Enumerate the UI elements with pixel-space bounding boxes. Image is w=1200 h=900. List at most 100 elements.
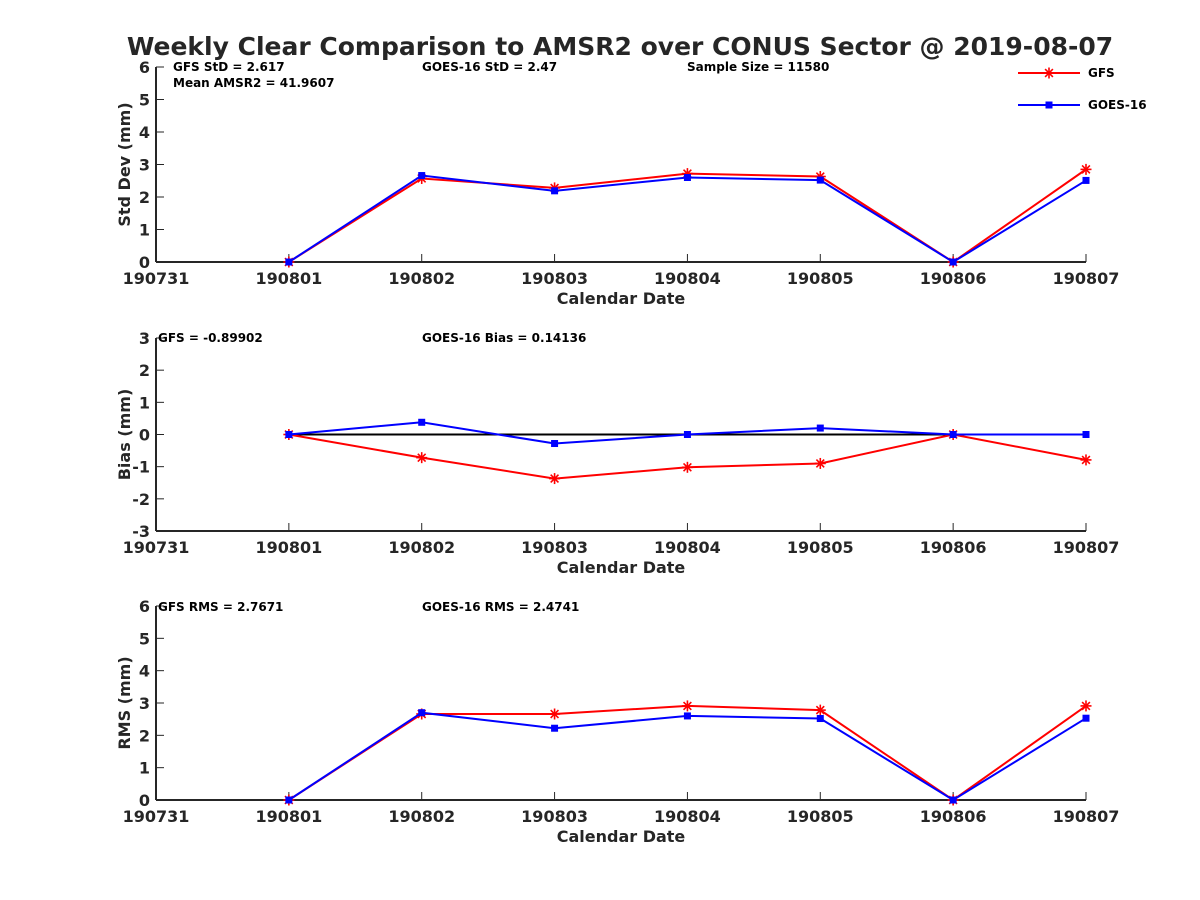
x-tick-label: 190731 bbox=[123, 538, 190, 557]
x-tick-label: 190804 bbox=[654, 269, 721, 288]
y-tick-label: 3 bbox=[139, 694, 150, 713]
x-tick-label: 190802 bbox=[388, 269, 455, 288]
y-tick-label: -1 bbox=[132, 458, 150, 477]
stat-annotation: GFS StD = 2.617 bbox=[173, 60, 285, 74]
x-tick-label: 190804 bbox=[654, 538, 721, 557]
data-point bbox=[683, 712, 691, 720]
x-tick-label: 190807 bbox=[1053, 269, 1120, 288]
legend-entry-gfs: GFS bbox=[1018, 66, 1115, 80]
data-point bbox=[418, 418, 426, 426]
data-point bbox=[418, 172, 426, 180]
y-tick-label: -3 bbox=[132, 522, 150, 541]
data-point bbox=[285, 431, 293, 438]
y-tick-label: 0 bbox=[139, 253, 150, 272]
data-point bbox=[949, 796, 957, 804]
y-tick-label: 1 bbox=[139, 393, 150, 412]
x-tick-label: 190803 bbox=[521, 269, 588, 288]
x-tick-label: 190804 bbox=[654, 807, 721, 826]
y-tick-label: 3 bbox=[139, 329, 150, 348]
data-point bbox=[1080, 163, 1092, 175]
data-point bbox=[816, 176, 824, 184]
panels: 0 1 2 3 4 5 6 190731 190801 190802 190803 190804 190… bbox=[115, 58, 1119, 846]
series-goes-16 bbox=[285, 172, 1090, 266]
y-axis-label: Std Dev (mm) bbox=[115, 102, 134, 226]
data-point bbox=[681, 461, 693, 473]
y-tick-label: 0 bbox=[139, 426, 150, 445]
x-tick-label: 190803 bbox=[521, 538, 588, 557]
stat-annotation: GOES-16 RMS = 2.4741 bbox=[422, 600, 579, 614]
y-tick-label: 1 bbox=[139, 759, 150, 778]
stat-annotation: Sample Size = 11580 bbox=[687, 60, 829, 74]
panel-1: 0 1 2 3 4 5 6 190731 190801 190802 190803 190804 190… bbox=[115, 58, 1119, 308]
stat-annotation: Mean AMSR2 = 41.9607 bbox=[173, 76, 334, 90]
y-tick-label: -2 bbox=[132, 490, 150, 509]
data-point bbox=[549, 473, 561, 485]
x-tick-label: 190805 bbox=[787, 538, 854, 557]
y-axis-label: RMS (mm) bbox=[115, 656, 134, 749]
panel-3: 0 1 2 3 4 5 6 190731 190801 190802 190803 190804 190… bbox=[115, 597, 1119, 846]
x-tick-label: 190806 bbox=[920, 538, 987, 557]
series-line bbox=[288, 711, 1087, 802]
data-point bbox=[285, 796, 293, 804]
x-tick-label: 190807 bbox=[1053, 538, 1120, 557]
series-goes-16 bbox=[285, 709, 1090, 804]
data-point bbox=[683, 174, 691, 181]
y-tick-label: 1 bbox=[139, 221, 150, 240]
data-point bbox=[551, 724, 559, 732]
legend-label: GOES-16 bbox=[1088, 98, 1147, 112]
data-point bbox=[1082, 431, 1090, 438]
series-line bbox=[288, 704, 1087, 802]
x-tick-label: 190806 bbox=[920, 269, 987, 288]
data-point bbox=[681, 700, 693, 712]
chart-title: Weekly Clear Comparison to AMSR2 over CO… bbox=[127, 32, 1113, 61]
x-tick-label: 190801 bbox=[255, 269, 322, 288]
x-tick-label: 190807 bbox=[1053, 807, 1120, 826]
data-point bbox=[814, 704, 826, 716]
legend-marker bbox=[1043, 67, 1055, 79]
y-tick-label: 6 bbox=[139, 597, 150, 616]
stat-annotation: GOES-16 Bias = 0.14136 bbox=[422, 331, 586, 345]
legend-marker bbox=[1045, 101, 1053, 109]
data-point bbox=[1082, 176, 1090, 184]
y-tick-label: 2 bbox=[139, 726, 150, 745]
data-point bbox=[1080, 454, 1092, 466]
x-axis-label: Calendar Date bbox=[557, 827, 686, 846]
data-point bbox=[551, 440, 559, 448]
y-tick-label: 4 bbox=[139, 123, 150, 142]
data-point bbox=[285, 258, 293, 266]
panel-2: -3 -2 -1 0 1 2 3 190731 190801 190802 190803 190804… bbox=[115, 329, 1119, 577]
stat-annotation: GOES-16 StD = 2.47 bbox=[422, 60, 557, 74]
legend: GFS GOES-16 bbox=[1018, 66, 1147, 112]
x-tick-label: 190801 bbox=[255, 807, 322, 826]
y-tick-label: 5 bbox=[139, 91, 150, 110]
y-axis-label: Bias (mm) bbox=[115, 389, 134, 481]
data-point bbox=[814, 457, 826, 469]
x-axis-label: Calendar Date bbox=[557, 289, 686, 308]
data-point bbox=[683, 431, 691, 438]
x-tick-label: 190803 bbox=[521, 807, 588, 826]
x-tick-label: 190806 bbox=[920, 807, 987, 826]
x-tick-label: 190805 bbox=[787, 269, 854, 288]
data-point bbox=[551, 187, 559, 195]
x-tick-label: 190802 bbox=[388, 807, 455, 826]
data-point bbox=[549, 708, 561, 720]
y-tick-label: 3 bbox=[139, 156, 150, 175]
stat-annotation: GFS = -0.89902 bbox=[158, 331, 263, 345]
y-tick-label: 0 bbox=[139, 791, 150, 810]
x-axis-label: Calendar Date bbox=[557, 558, 686, 577]
data-point bbox=[418, 709, 426, 717]
x-tick-label: 190731 bbox=[123, 807, 190, 826]
y-tick-label: 2 bbox=[139, 361, 150, 380]
data-point bbox=[949, 431, 957, 438]
data-point bbox=[949, 258, 957, 266]
x-tick-label: 190802 bbox=[388, 538, 455, 557]
data-point bbox=[416, 452, 428, 464]
y-tick-label: 5 bbox=[139, 629, 150, 648]
data-point bbox=[1080, 700, 1092, 712]
data-point bbox=[1082, 714, 1090, 722]
y-tick-label: 2 bbox=[139, 188, 150, 207]
data-point bbox=[816, 715, 824, 723]
x-tick-label: 190801 bbox=[255, 538, 322, 557]
series-goes-16 bbox=[285, 418, 1090, 448]
